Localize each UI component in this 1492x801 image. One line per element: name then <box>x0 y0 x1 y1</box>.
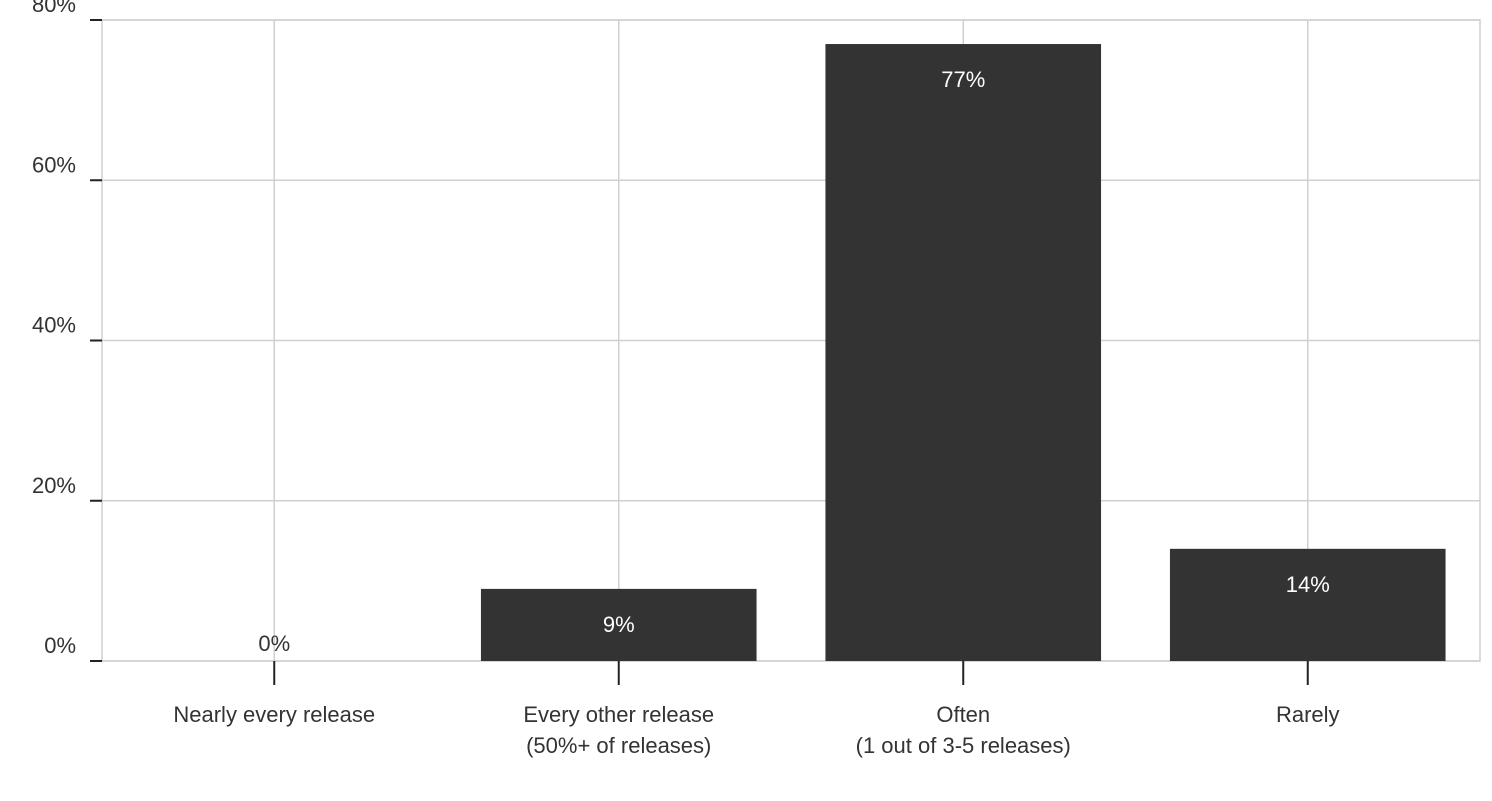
x-tick-label-line: Rarely <box>1276 702 1340 727</box>
bar <box>825 44 1102 662</box>
y-tick-label: 60% <box>32 152 76 177</box>
x-tick-label-line: (1 out of 3-5 releases) <box>856 733 1071 758</box>
x-tick-label-line: Nearly every release <box>173 702 375 727</box>
data-label: 0% <box>258 631 290 656</box>
x-tick-label-line: Often <box>936 702 990 727</box>
x-tick-label: Rarely <box>1276 702 1340 727</box>
bars <box>480 44 1446 662</box>
x-tick-label-line: Every other release <box>523 702 714 727</box>
y-tick-label: 80% <box>32 0 76 17</box>
bar <box>480 588 757 661</box>
x-tick-label: Often (1 out of 3-5 releases) <box>856 702 1071 758</box>
y-tick-label: 20% <box>32 473 76 498</box>
y-tick-label: 40% <box>32 313 76 338</box>
axes <box>90 19 1309 685</box>
data-label: 9% <box>603 612 635 637</box>
bar <box>1169 548 1446 661</box>
x-tick-label: Every other release (50%+ of releases) <box>523 702 714 758</box>
y-tick-label: 0% <box>44 633 76 658</box>
data-label: 14% <box>1286 572 1330 597</box>
data-label: 77% <box>941 67 985 92</box>
x-tick-label-line: (50%+ of releases) <box>526 733 711 758</box>
x-tick-label: Nearly every release <box>173 702 375 727</box>
labels: 0% 20% 40% 60% 80% Nearly every release Every … <box>32 0 1340 758</box>
